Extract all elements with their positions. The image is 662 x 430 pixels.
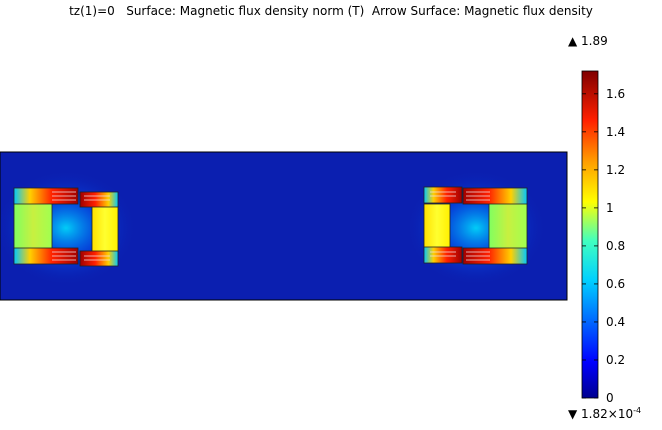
colorbar-min-exponent: -4 [633,406,642,415]
colorbar [581,70,599,399]
right-yoke [488,202,528,250]
colorbar-tick-label: 0.8 [606,238,626,253]
right-pole-bottom [423,246,463,264]
colorbar-tick-label: 1.4 [606,124,626,139]
colorbar-tick-label: 0.6 [606,276,626,291]
left-yoke [13,202,53,250]
colorbar-tick-label: 0.4 [606,314,626,329]
right-assembly [423,186,528,265]
colorbar-max-label: ▲ 1.89 [568,34,608,48]
left-assembly [13,187,119,267]
left-pole [91,205,119,253]
left-pole-bottom [79,250,119,267]
colorbar-tick-label: 1.2 [606,162,626,177]
right-pole [423,203,451,251]
plot-title: tz(1)=0 Surface: Magnetic flux density n… [69,4,593,18]
colorbar-tick-label: 1 [606,200,614,215]
colorbar-tick-label: 0.2 [606,352,626,367]
right-arrows [430,191,490,261]
colorbar-min-mantissa: ▼ 1.82×10 [568,407,634,421]
colorbar-tick-label: 0 [606,391,614,405]
colorbar-min-label: ▼ 1.82×10-4 [568,406,641,421]
left-arrows [52,191,110,261]
colorbar-tick-label: 1.6 [606,86,626,101]
right-pole-top [423,186,463,204]
left-pole-top [79,191,119,208]
colorbar-ticks [582,93,598,399]
